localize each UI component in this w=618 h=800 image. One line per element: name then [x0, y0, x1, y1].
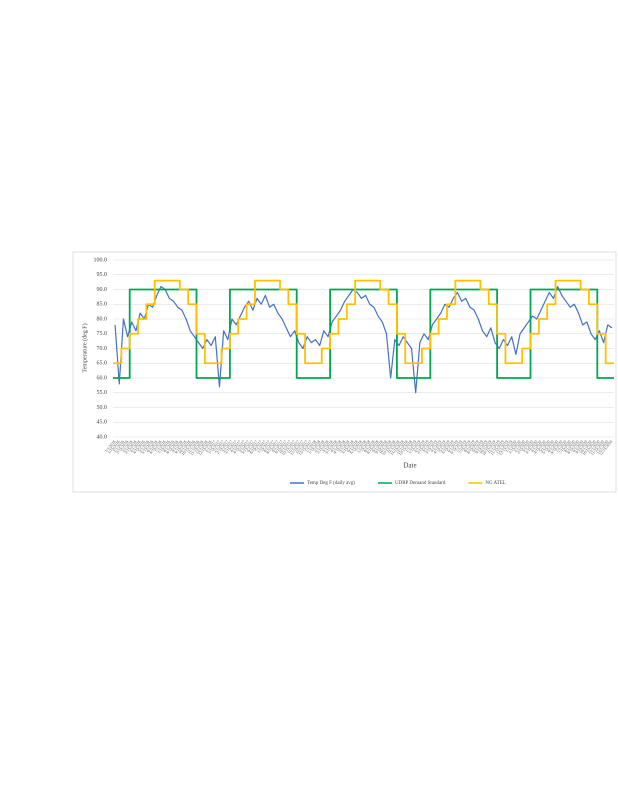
y-tick-label: 85.0 — [97, 302, 108, 308]
series-line — [113, 279, 614, 365]
y-tick-label: 75.0 — [97, 331, 108, 337]
y-tick-label: 45.0 — [97, 420, 108, 426]
y-axis-label: Temperature (deg F) — [81, 323, 88, 372]
y-tick-label: 100.0 — [94, 257, 108, 263]
legend-label: Temp Deg F (daily avg) — [307, 481, 355, 486]
y-tick-label: 55.0 — [97, 390, 108, 396]
legend-label: NG ATEL — [485, 481, 505, 486]
y-tick-label: 60.0 — [97, 375, 108, 381]
y-tick-label: 80.0 — [97, 316, 108, 322]
y-tick-label: 95.0 — [97, 272, 108, 278]
chart-frame — [72, 251, 617, 493]
x-axis-label: Date — [403, 462, 416, 470]
y-tick-label: 90.0 — [97, 287, 108, 293]
series-line — [114, 285, 613, 394]
legend-label: UDRP Demand Standard — [395, 481, 446, 486]
y-tick-label: 70.0 — [97, 346, 108, 352]
y-tick-label: 50.0 — [97, 405, 108, 411]
y-tick-label: 40.0 — [97, 434, 108, 440]
y-tick-label: 65.0 — [97, 361, 108, 367]
